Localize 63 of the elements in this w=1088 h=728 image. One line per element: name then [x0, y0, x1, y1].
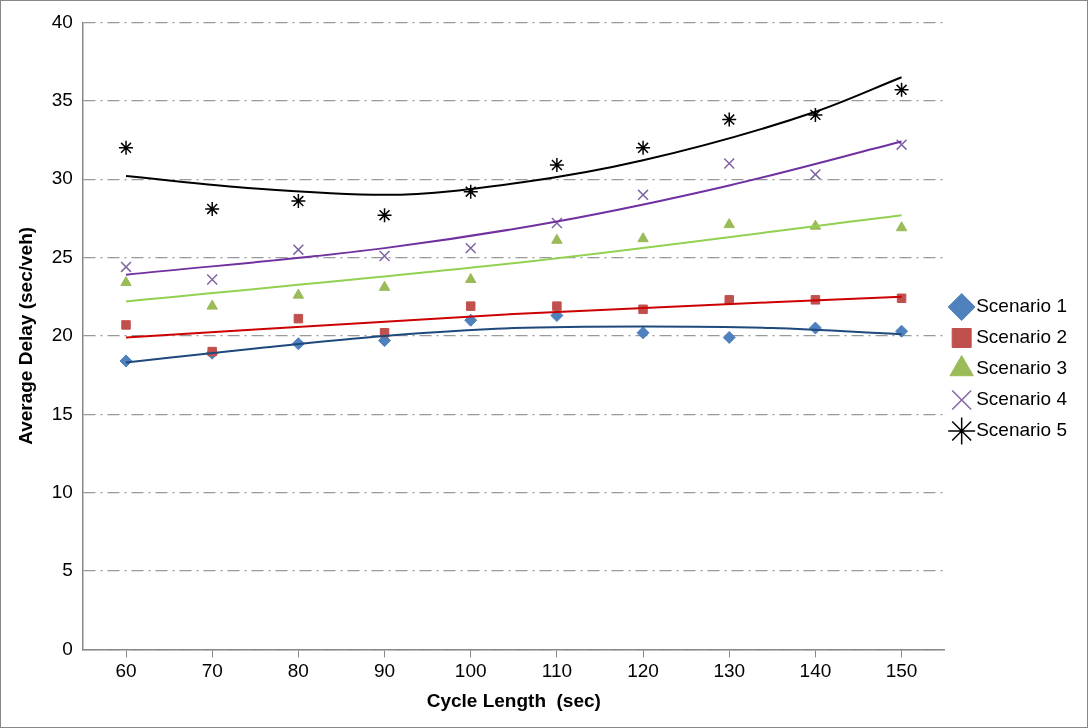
legend-label: Scenario 1 [976, 295, 1068, 317]
point [465, 242, 477, 254]
y-tick-label: 20 [51, 324, 73, 346]
point [290, 193, 307, 209]
y-tick-label: 5 [62, 559, 73, 581]
point [292, 288, 305, 299]
y-tick-label: 0 [62, 637, 73, 659]
point [551, 217, 563, 229]
point [549, 157, 565, 173]
y-tick-label: 40 [51, 10, 73, 32]
point [637, 189, 649, 201]
point [552, 301, 562, 311]
point [895, 324, 909, 338]
point [893, 82, 910, 98]
point [636, 326, 650, 340]
x-tick-label: 130 [713, 660, 746, 682]
point [462, 183, 479, 200]
point [465, 301, 476, 311]
x-tick-label: 140 [799, 660, 832, 682]
x-tick-label: 70 [201, 660, 223, 682]
line-series [125, 76, 903, 196]
point [809, 168, 822, 181]
legend-label: Scenario 5 [976, 419, 1068, 441]
point [120, 276, 132, 287]
y-tick-label: 35 [51, 89, 73, 111]
point [118, 140, 134, 156]
legend-label: Scenario 2 [976, 326, 1068, 348]
point [807, 107, 824, 123]
y-axis-title: Average Delay (sec/veh) [14, 226, 36, 445]
legend-label: Scenario 4 [976, 388, 1068, 410]
point [206, 299, 218, 310]
point [378, 280, 391, 291]
point [292, 243, 305, 256]
y-tick-label: 25 [51, 245, 73, 267]
point [120, 261, 132, 273]
point [895, 138, 908, 151]
point [722, 330, 736, 344]
point [378, 250, 391, 262]
point [723, 218, 735, 229]
point [721, 111, 737, 128]
x-tick-label: 60 [115, 660, 137, 682]
x-tick-label: 100 [454, 660, 487, 682]
x-tick-label: 110 [541, 660, 573, 682]
legend-label: Scenario 3 [976, 357, 1068, 379]
point [895, 221, 908, 232]
x-tick-label: 80 [287, 660, 309, 682]
point [551, 233, 563, 244]
x-tick-label: 120 [627, 660, 659, 682]
point [206, 273, 218, 286]
point [121, 320, 131, 330]
point [293, 313, 304, 324]
point [637, 232, 649, 243]
x-tick-label: 90 [373, 660, 396, 682]
x-tick-label: 150 [885, 660, 918, 682]
point [723, 157, 735, 170]
y-tick-label: 10 [51, 480, 73, 502]
point [204, 201, 220, 217]
point [376, 207, 393, 223]
point [635, 140, 651, 156]
y-tick-label: 30 [51, 167, 73, 189]
y-tick-label: 15 [51, 402, 73, 424]
x-axis-title: Cycle Length (sec) [426, 689, 601, 711]
point [465, 272, 477, 283]
